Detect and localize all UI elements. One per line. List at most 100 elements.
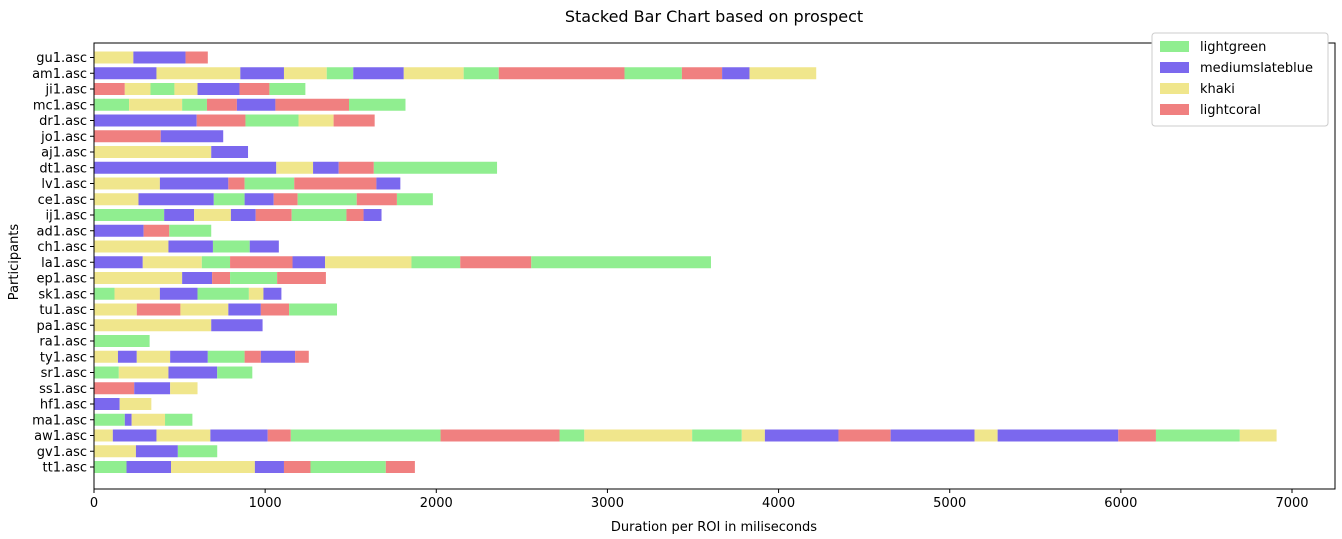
y-tick-label-lv1: lv1.asc bbox=[41, 177, 87, 192]
bar-segment-ce1-3 bbox=[213, 193, 245, 206]
bar-segment-tt1-2 bbox=[126, 461, 172, 473]
bar-segment-aw1-9 bbox=[584, 429, 693, 442]
bar-segment-tu1-5 bbox=[260, 303, 290, 316]
legend-swatch-lightgreen bbox=[1160, 41, 1189, 52]
x-tick-label-4000: 4000 bbox=[762, 496, 795, 511]
bar-segment-am1-4 bbox=[283, 67, 327, 80]
y-tick-label-ij1: ij1.asc bbox=[45, 209, 87, 224]
bar-segment-ij1-1 bbox=[94, 209, 165, 221]
y-tick-label-dt1: dt1.asc bbox=[39, 161, 87, 176]
bar-segment-dr1-1 bbox=[94, 114, 197, 127]
bar-segment-tt1-4 bbox=[254, 461, 284, 473]
bar-segment-ty1-1 bbox=[94, 350, 118, 363]
bar-segment-ch1-4 bbox=[249, 240, 279, 253]
bar-segment-dr1-4 bbox=[298, 114, 334, 127]
bar-segment-am1-2 bbox=[156, 67, 241, 80]
bar-segment-aw1-4 bbox=[210, 429, 268, 442]
bar-segment-mc1-2 bbox=[129, 98, 183, 111]
bar-segment-la1-3 bbox=[201, 256, 231, 269]
bar-segment-ce1-6 bbox=[297, 193, 357, 206]
y-tick-label-hf1: hf1.asc bbox=[40, 398, 87, 413]
bar-segment-jo1-2 bbox=[160, 130, 224, 143]
bar-segment-sr1-2 bbox=[118, 366, 169, 379]
bar-segment-aw1-19 bbox=[1239, 429, 1277, 442]
y-tick-label-ma1: ma1.asc bbox=[32, 413, 87, 428]
legend-label-lightgreen: lightgreen bbox=[1200, 40, 1266, 55]
bar-segment-ep1-5 bbox=[277, 272, 326, 284]
bar-segment-ce1-8 bbox=[396, 193, 433, 206]
bar-segment-ji1-7 bbox=[269, 83, 306, 95]
y-tick-label-ep1: ep1.asc bbox=[36, 272, 87, 287]
bar-segment-ji1-4 bbox=[174, 83, 198, 95]
bar-segment-ji1-2 bbox=[124, 83, 151, 95]
bar-segment-am1-9 bbox=[498, 67, 625, 80]
bar-segment-ty1-7 bbox=[260, 350, 296, 363]
bar-segment-aw1-17 bbox=[1118, 429, 1156, 442]
y-tick-label-ce1: ce1.asc bbox=[38, 193, 87, 208]
bar-segment-ss1-2 bbox=[134, 382, 171, 395]
bar-segment-lv1-4 bbox=[244, 177, 295, 190]
y-tick-label-gu1: gu1.asc bbox=[36, 51, 87, 66]
bar-segment-la1-4 bbox=[230, 256, 293, 269]
legend-swatch-khaki bbox=[1160, 83, 1189, 94]
bar-segment-tt1-7 bbox=[385, 461, 415, 473]
bar-segment-pa1-2 bbox=[211, 319, 263, 332]
bar-segment-ma1-4 bbox=[165, 413, 193, 426]
legend: lightgreen mediumslateblue khaki lightcoral bbox=[1151, 32, 1329, 127]
bar-segment-ce1-2 bbox=[138, 193, 214, 206]
bar-segment-aw1-1 bbox=[94, 429, 113, 442]
x-tick-label-0: 0 bbox=[90, 496, 98, 511]
bar-segment-gv1-3 bbox=[177, 445, 218, 458]
bar-segment-aw1-15 bbox=[974, 429, 998, 442]
bar-segment-gv1-2 bbox=[135, 445, 178, 458]
x-tick-label-7000: 7000 bbox=[1275, 496, 1308, 511]
bar-segment-dr1-3 bbox=[245, 114, 299, 127]
y-tick-label-gv1: gv1.asc bbox=[37, 445, 87, 460]
bar-segment-ce1-7 bbox=[356, 193, 397, 206]
y-tick-label-sk1: sk1.asc bbox=[38, 287, 87, 302]
legend-label-khaki: khaki bbox=[1200, 82, 1235, 97]
y-tick-label-tu1: tu1.asc bbox=[39, 303, 87, 318]
bar-segment-la1-7 bbox=[411, 256, 461, 269]
bar-segment-ra1-1 bbox=[94, 335, 150, 347]
bar-segment-am1-5 bbox=[326, 67, 354, 80]
bar-segment-la1-1 bbox=[94, 256, 143, 269]
y-tick-label-am1: am1.asc bbox=[32, 67, 87, 82]
x-axis: 0 1000 2000 3000 4000 5000 6000 7000 bbox=[90, 489, 1309, 511]
bar-segment-hf1-2 bbox=[119, 398, 152, 410]
y-axis: gu1.ascam1.ascji1.ascmc1.ascdr1.ascjo1.a… bbox=[32, 51, 94, 476]
bar-segment-ep1-2 bbox=[182, 272, 213, 284]
bar-segment-ji1-6 bbox=[239, 83, 270, 95]
bar-segment-ij1-6 bbox=[291, 209, 347, 221]
bar-segment-ji1-3 bbox=[150, 83, 175, 95]
bar-segment-lv1-3 bbox=[228, 177, 245, 190]
bar-segment-ty1-6 bbox=[244, 350, 261, 363]
bar-segment-la1-5 bbox=[292, 256, 326, 269]
legend-swatch-lightcoral bbox=[1160, 104, 1189, 115]
bar-segment-aw1-11 bbox=[741, 429, 765, 442]
bar-segment-sk1-1 bbox=[94, 287, 115, 300]
bar-segment-dt1-2 bbox=[276, 161, 314, 174]
bar-segment-tt1-6 bbox=[310, 461, 386, 473]
bar-segment-ss1-3 bbox=[170, 382, 198, 395]
bar-segment-ce1-5 bbox=[273, 193, 298, 206]
bar-segment-ad1-2 bbox=[143, 224, 170, 237]
bar-segment-gu1-2 bbox=[133, 51, 186, 64]
bar-segment-tu1-3 bbox=[180, 303, 229, 316]
x-tick-label-3000: 3000 bbox=[591, 496, 624, 511]
bar-segment-tu1-4 bbox=[228, 303, 261, 316]
y-tick-label-ch1: ch1.asc bbox=[37, 240, 87, 255]
bar-segment-aw1-14 bbox=[890, 429, 975, 442]
bar-segment-am1-1 bbox=[94, 67, 157, 80]
bar-segment-lv1-5 bbox=[294, 177, 377, 190]
bar-segment-jo1-1 bbox=[94, 130, 161, 143]
bar-segment-dr1-2 bbox=[196, 114, 246, 127]
bar-segment-ad1-3 bbox=[169, 224, 212, 237]
bar-segment-gu1-3 bbox=[185, 51, 208, 64]
bar-segment-gv1-1 bbox=[94, 445, 136, 458]
bar-segment-la1-6 bbox=[325, 256, 412, 269]
bar-segment-aw1-12 bbox=[764, 429, 839, 442]
bar-segment-aw1-18 bbox=[1155, 429, 1240, 442]
bar-segment-am1-12 bbox=[722, 67, 750, 80]
bar-segment-ji1-5 bbox=[197, 83, 240, 95]
